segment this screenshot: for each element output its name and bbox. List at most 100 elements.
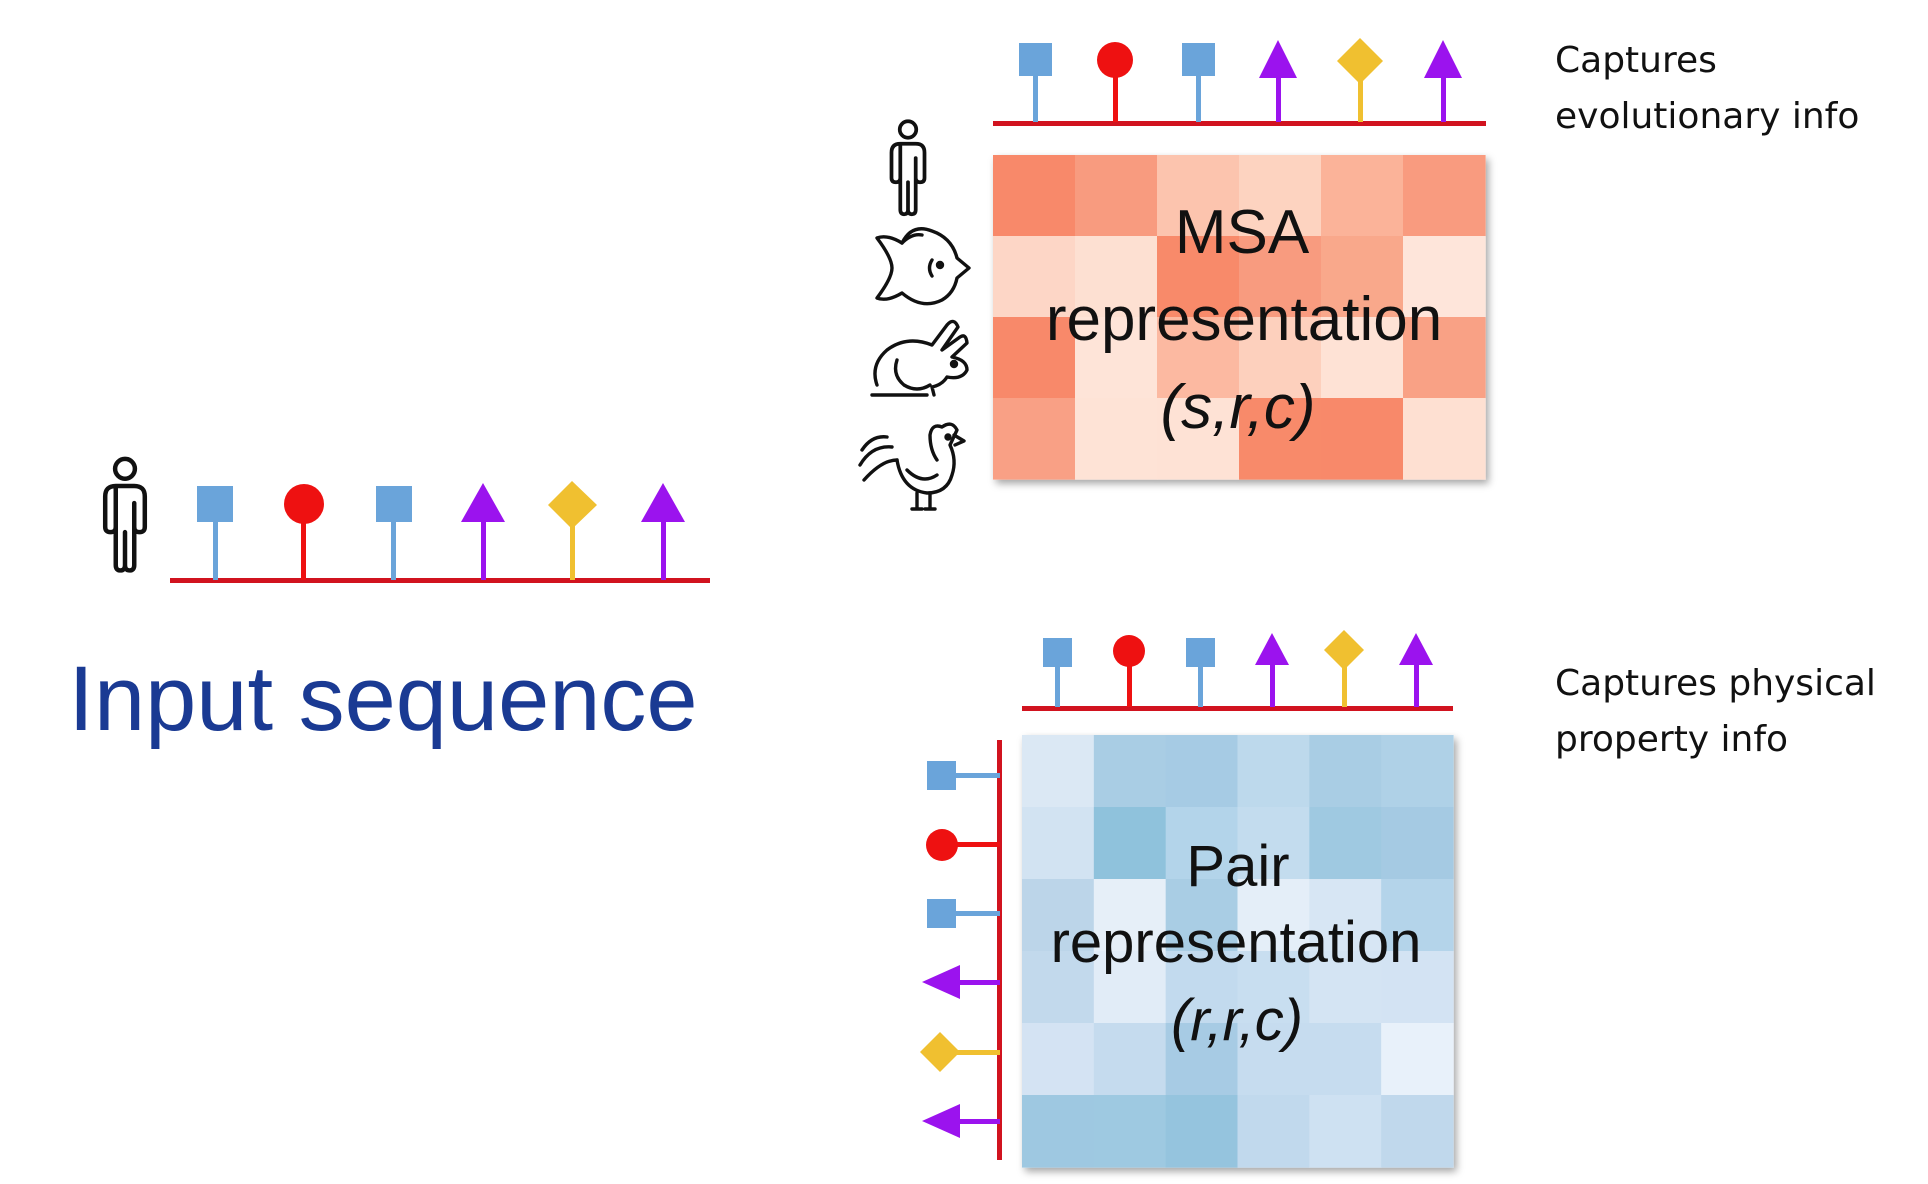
msa-note-line1: Captures [1555,40,1717,81]
residue-circle [926,829,1000,861]
pair-cell-4-5 [1381,1023,1454,1096]
pair-cell-0-0 [1022,735,1095,808]
msa-label-dims: (s,r,c) [1161,373,1316,442]
pair-cell-2-0 [1022,879,1095,952]
msa-cell-0-1 [1075,155,1158,237]
residue-square-3 [376,486,412,580]
pair-cell-3-5 [1381,951,1454,1024]
input-title: Input sequence [68,648,697,750]
residue-square [1182,43,1215,122]
pair-label: Pair representation (r,r,c) [1051,834,1422,1053]
residue-diamond-5 [548,481,597,580]
rooster-icon [858,422,966,511]
msa-cell-3-3 [1239,398,1322,480]
pair-cell-5-1 [1093,1095,1167,1168]
msa-cell-2-0 [993,317,1076,399]
msa-cell-3-4 [1321,398,1404,480]
msa-cell-2-3 [1239,317,1322,399]
residue-circle-2 [284,484,324,580]
pair-cell-2-3 [1237,879,1310,952]
residue-arrow [922,1104,1000,1138]
input-residues [197,481,685,580]
pair-section: Pair representation (r,r,c) Captures phy… [920,630,1876,1168]
pair-cell-3-3 [1237,951,1310,1024]
msa-cell-3-5 [1403,398,1486,480]
pair-heatmap [1022,735,1454,1168]
pair-note-line1: Captures physical [1555,663,1876,704]
residue-square-1 [197,486,233,580]
pair-cell-1-2 [1165,807,1239,880]
pair-cell-2-4 [1309,879,1382,952]
msa-cell-3-2 [1157,398,1240,480]
pair-cell-4-3 [1237,1023,1310,1096]
msa-cell-1-2 [1157,236,1240,318]
pair-cell-1-4 [1309,807,1382,880]
pair-top-sequence [1022,630,1453,711]
msa-cell-1-3 [1239,236,1322,318]
msa-cell-0-0 [993,155,1076,237]
fish-icon [875,227,971,306]
pair-cell-5-2 [1165,1095,1239,1168]
msa-cell-0-3 [1239,155,1322,237]
input-sequence: Input sequence [68,456,710,750]
pair-cell-3-0 [1022,951,1095,1024]
residue-diamond [1324,630,1364,707]
residue-circle [1113,635,1145,707]
pair-cell-3-2 [1165,951,1239,1024]
pair-left-sequence [920,740,1002,1160]
pair-cell-4-0 [1022,1023,1095,1096]
msa-label-line1: MSA [1175,198,1310,267]
residue-square [927,899,1000,928]
person-icon [102,456,148,573]
pair-cell-5-0 [1022,1095,1095,1168]
pair-cell-3-4 [1309,951,1382,1024]
residue-arrow [1424,40,1462,122]
msa-cell-0-4 [1321,155,1404,237]
msa-cell-0-5 [1403,155,1486,237]
pair-cell-1-3 [1237,807,1310,880]
pair-label-line1: Pair [1186,834,1289,899]
input-backbone [170,578,710,583]
msa-note-line2: evolutionary info [1555,96,1859,137]
rabbit-icon [870,319,969,397]
pair-cell-0-4 [1309,735,1382,808]
residue-diamond [1337,38,1383,122]
pair-cell-5-4 [1309,1095,1382,1168]
residue-arrow [1259,40,1297,122]
pair-cell-4-4 [1309,1023,1382,1096]
residue-diamond [920,1032,1000,1072]
residue-square [1043,638,1072,707]
residue-square [927,761,1000,790]
msa-label: MSA representation (s,r,c) [1046,198,1442,442]
residue-arrow-6 [641,483,685,580]
pair-cell-0-3 [1237,735,1310,808]
pair-cell-4-1 [1093,1023,1167,1096]
msa-cell-2-5 [1403,317,1486,399]
pair-cell-2-2 [1165,879,1239,952]
msa-cell-1-0 [993,236,1076,318]
msa-cell-3-1 [1075,398,1158,480]
pair-cell-3-1 [1093,951,1167,1024]
pair-note: Captures physical property info [1555,663,1876,760]
residue-square [1186,638,1215,707]
human-icon [889,119,927,217]
msa-top-sequence [993,38,1486,126]
pair-label-line2: representation [1051,910,1422,975]
pair-cell-0-2 [1165,735,1239,808]
msa-label-line2: representation [1046,285,1442,354]
pair-label-dims: (r,r,c) [1171,988,1303,1053]
residue-arrow-4 [461,483,505,580]
pair-cell-0-1 [1093,735,1167,808]
msa-section: MSA representation (s,r,c) Captures evol… [858,38,1859,511]
msa-cell-2-2 [1157,317,1240,399]
pair-cell-2-5 [1381,879,1454,952]
msa-cell-1-5 [1403,236,1486,318]
residue-circle [1097,42,1133,122]
residue-square [1019,43,1052,122]
msa-cell-2-4 [1321,317,1404,399]
pair-cell-4-2 [1165,1023,1239,1096]
pair-cell-1-1 [1093,807,1167,880]
pair-cell-1-0 [1022,807,1095,880]
msa-cell-0-2 [1157,155,1240,237]
